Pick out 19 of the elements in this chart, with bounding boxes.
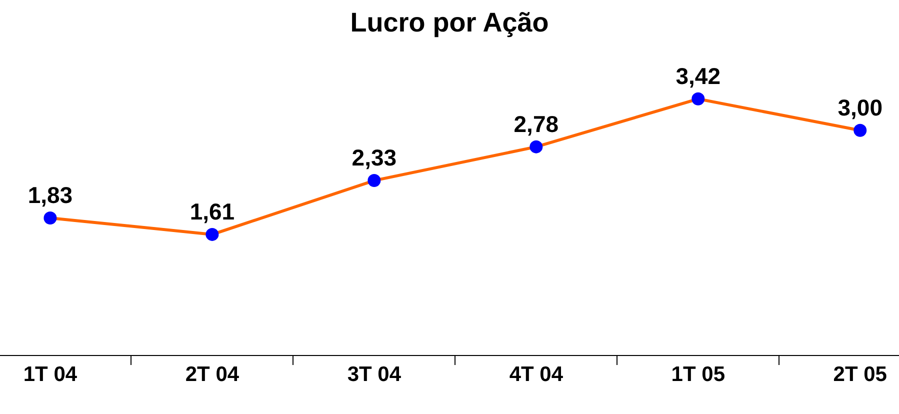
chart-title: Lucro por Ação — [350, 7, 549, 38]
data-label: 3,00 — [838, 94, 883, 120]
x-tick-label: 2T 04 — [185, 363, 240, 386]
point — [692, 92, 705, 106]
x-tick-label: 1T 04 — [23, 363, 78, 386]
x-tick-label: 1T 05 — [671, 363, 726, 386]
point — [368, 174, 381, 188]
x-tick-label: 3T 04 — [347, 363, 402, 386]
data-label: 1,61 — [190, 198, 235, 225]
point — [854, 124, 867, 137]
data-label: 2,78 — [514, 110, 559, 137]
data-label: 2,33 — [352, 144, 397, 171]
point — [530, 140, 543, 154]
point — [206, 228, 219, 241]
point — [44, 211, 57, 224]
x-tick-label: 2T 05 — [833, 363, 888, 386]
x-tick-label: 4T 04 — [509, 363, 564, 386]
data-label: 1,83 — [28, 182, 73, 208]
data-label: 3,42 — [676, 63, 721, 90]
